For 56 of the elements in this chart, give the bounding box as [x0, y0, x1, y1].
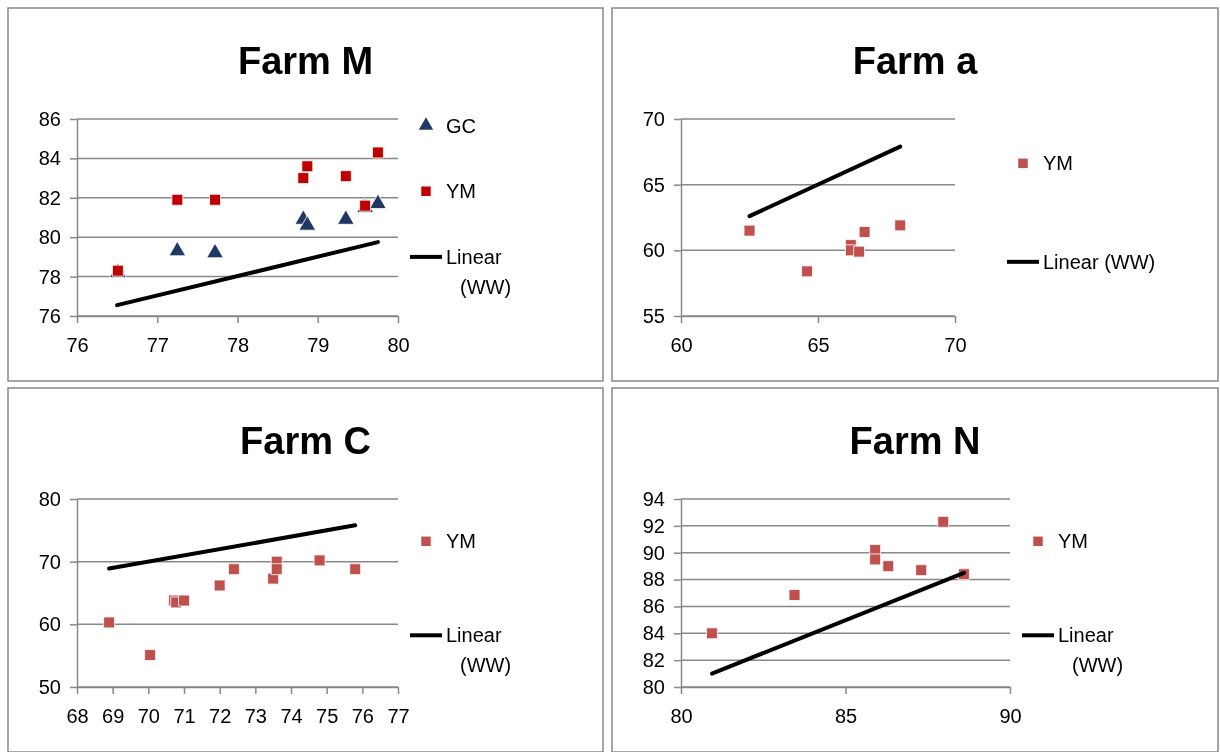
y-tick-label: 86 [38, 107, 61, 130]
x-tick-label: 70 [137, 705, 160, 727]
x-tick-label: 65 [807, 334, 830, 356]
y-tick-label: 86 [642, 595, 665, 618]
legend-label: YM [446, 180, 476, 203]
y-tick-label: 80 [38, 226, 61, 249]
x-tick-label: 90 [999, 705, 1022, 727]
x-tick-label: 76 [351, 705, 374, 727]
y-tick-label: 82 [38, 186, 61, 209]
x-tick-label: 77 [387, 705, 410, 727]
y-tick-label: 60 [642, 239, 665, 262]
x-tick-label: 69 [102, 705, 125, 727]
legend-label: GC [446, 114, 476, 137]
x-tick-label: 80 [387, 334, 410, 356]
y-tick-label: 90 [642, 541, 665, 564]
x-tick-label: 70 [944, 334, 967, 356]
y-tick-label: 92 [642, 514, 665, 537]
y-tick-label: 50 [38, 675, 61, 698]
x-tick-label: 68 [66, 705, 89, 727]
x-tick-label: 60 [670, 334, 693, 356]
chart-title: Farm a [852, 40, 979, 82]
legend-label: YM [1043, 152, 1073, 175]
x-tick-label: 77 [146, 334, 169, 356]
y-tick-label: 82 [642, 649, 665, 672]
y-tick-label: 65 [642, 173, 665, 196]
x-tick-label: 76 [66, 334, 89, 356]
y-tick-label: 70 [642, 107, 665, 130]
x-tick-label: 80 [670, 705, 693, 727]
legend-label: Linear (WW) [446, 245, 512, 298]
y-tick-label: 80 [38, 487, 61, 510]
legend-label: Linear (WW) [1058, 624, 1124, 677]
chart-title: Farm M [237, 40, 374, 82]
y-tick-label: 76 [38, 304, 61, 327]
y-tick-label: 60 [38, 613, 61, 636]
x-tick-label: 73 [244, 705, 267, 727]
y-tick-label: 84 [38, 147, 61, 170]
y-tick-label: 84 [642, 622, 665, 645]
x-tick-label: 75 [316, 705, 339, 727]
x-tick-label: 72 [209, 705, 232, 727]
y-tick-label: 94 [642, 487, 665, 510]
x-tick-label: 78 [226, 334, 250, 356]
x-tick-label: 71 [173, 705, 196, 727]
y-tick-label: 80 [642, 675, 665, 698]
chart-title: Farm N [849, 420, 981, 462]
y-tick-label: 70 [38, 550, 61, 573]
legend-label: YM [446, 530, 476, 553]
y-tick-label: 88 [642, 568, 665, 591]
y-tick-label: 78 [38, 265, 61, 288]
chart-title: Farm C [240, 420, 371, 462]
x-tick-label: 74 [280, 705, 303, 727]
legend-label: YM [1058, 530, 1088, 553]
legend-label: Linear (WW) [1043, 250, 1156, 273]
legend-label: Linear (WW) [446, 624, 512, 677]
x-tick-label: 85 [834, 705, 858, 727]
y-tick-label: 55 [642, 304, 665, 327]
x-tick-label: 79 [307, 334, 330, 356]
